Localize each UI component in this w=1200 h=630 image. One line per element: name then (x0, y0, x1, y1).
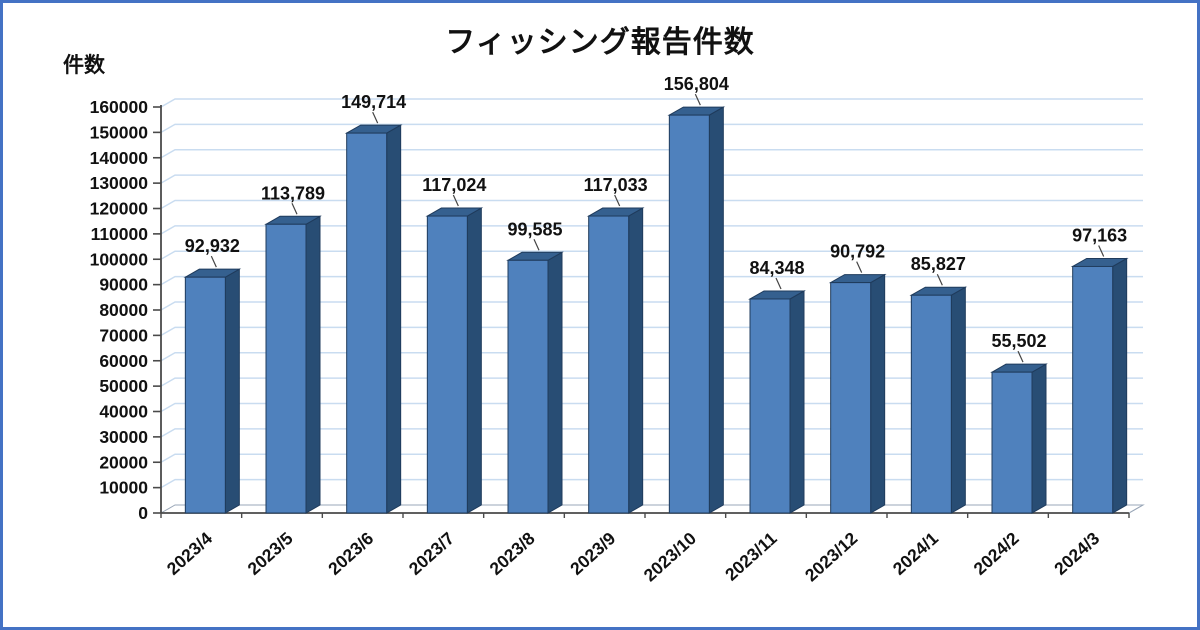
x-tick-label: 2023/8 (486, 528, 539, 579)
bar-front-face (265, 223, 307, 514)
bar-side-face (224, 268, 240, 514)
y-tick-label: 10000 (99, 478, 148, 498)
data-label: 97,163 (1072, 225, 1127, 245)
bar-side-face (386, 124, 402, 514)
y-tick-label: 40000 (99, 402, 148, 422)
data-label-leader (452, 194, 459, 207)
data-label-leader (210, 255, 217, 268)
y-tick-label: 110000 (91, 224, 149, 244)
bar-side-face (1031, 363, 1047, 514)
y-tick-label: 90000 (99, 275, 148, 295)
y-axis-title: 件数 (63, 54, 105, 77)
data-label: 84,348 (749, 258, 804, 278)
data-label-leader (372, 111, 379, 124)
gridline (160, 428, 1143, 438)
bar-side-face (950, 286, 966, 514)
gridline (160, 301, 1143, 311)
gridline (160, 174, 1143, 184)
x-tick-label: 2023/6 (324, 528, 377, 579)
bar-front-face (588, 215, 630, 514)
data-label-leader (1017, 350, 1024, 363)
bar-side-face (547, 251, 563, 514)
data-label-leader (614, 194, 621, 207)
gridline (160, 402, 1143, 413)
gridline (160, 453, 1143, 463)
gridline (160, 478, 1143, 489)
bar-front-face (830, 282, 872, 514)
data-label: 90,792 (830, 242, 885, 262)
x-tick-label: 2024/3 (1050, 528, 1103, 579)
bar-front-face (426, 215, 468, 514)
data-label: 117,024 (422, 175, 486, 195)
data-label: 55,502 (991, 331, 1046, 351)
bar-front-face (668, 114, 710, 514)
x-tick-label: 2023/9 (566, 528, 619, 579)
y-tick-label: 130000 (90, 173, 149, 193)
bar-front-face (507, 259, 549, 514)
gridline (160, 123, 1143, 133)
y-tick-label: 70000 (99, 325, 148, 345)
bar-side-face (870, 273, 886, 514)
data-label: 149,714 (341, 92, 406, 112)
y-tick-label: 80000 (99, 300, 148, 320)
data-label-leader (856, 261, 863, 273)
y-tick-label: 100000 (90, 249, 149, 269)
gridline (160, 275, 1143, 286)
data-label: 92,932 (185, 236, 240, 256)
data-label: 113,789 (261, 183, 325, 203)
data-label-leader (775, 277, 782, 290)
x-tick-label: 2023/7 (405, 528, 458, 579)
gridline (160, 250, 1143, 260)
x-tick-label: 2023/4 (163, 528, 216, 579)
x-tick-label: 2024/1 (889, 528, 942, 579)
x-tick-label: 2023/12 (801, 528, 862, 585)
bar-side-face (466, 207, 482, 514)
data-label-leader (291, 203, 298, 215)
y-tick-label: 160000 (90, 97, 149, 117)
y-tick-label: 0 (138, 503, 148, 523)
y-tick-label: 30000 (99, 427, 148, 447)
gridline (160, 377, 1143, 387)
y-tick-label: 120000 (90, 199, 149, 219)
data-label: 99,585 (507, 219, 562, 239)
floor-right-edge (1128, 504, 1144, 514)
data-label-leader (1098, 245, 1105, 257)
bar-side-face (708, 106, 724, 514)
data-label-leader (533, 239, 540, 251)
data-label-leader (694, 93, 701, 106)
gridline (160, 149, 1143, 159)
bar-front-face (910, 294, 952, 514)
x-tick-label: 2023/10 (640, 528, 701, 585)
y-tick-label: 50000 (99, 376, 148, 396)
bar-side-face (305, 215, 321, 514)
y-tick-label: 140000 (90, 148, 149, 168)
gridline (160, 352, 1143, 362)
data-label-leader (936, 273, 943, 286)
x-tick-label: 2023/11 (721, 528, 781, 585)
y-tick-label: 20000 (99, 452, 148, 472)
data-label: 85,827 (911, 254, 966, 274)
bar-side-face (789, 290, 805, 514)
data-label: 117,033 (584, 175, 648, 195)
gridline (160, 199, 1143, 210)
bar-side-face (628, 207, 644, 514)
bar-front-face (346, 132, 388, 514)
bar-front-face (749, 298, 791, 514)
y-tick-label: 60000 (99, 351, 148, 371)
x-tick-label: 2024/2 (970, 528, 1023, 579)
bar-front-face (1072, 265, 1114, 514)
gridline (160, 225, 1143, 235)
bar-front-face (991, 371, 1033, 514)
bar-side-face (1112, 257, 1128, 514)
gridline (160, 98, 1143, 108)
chart-title: フィッシング報告件数 (445, 26, 755, 59)
x-tick-label: 2023/5 (244, 528, 297, 579)
data-label: 156,804 (664, 74, 729, 94)
bar-chart-plot: 0 10000 20000 30000 40000 50000 60000 70000 8000… (90, 74, 1145, 585)
y-tick-label: 150000 (90, 122, 149, 142)
bar-front-face (184, 276, 226, 514)
gridline (160, 326, 1143, 336)
